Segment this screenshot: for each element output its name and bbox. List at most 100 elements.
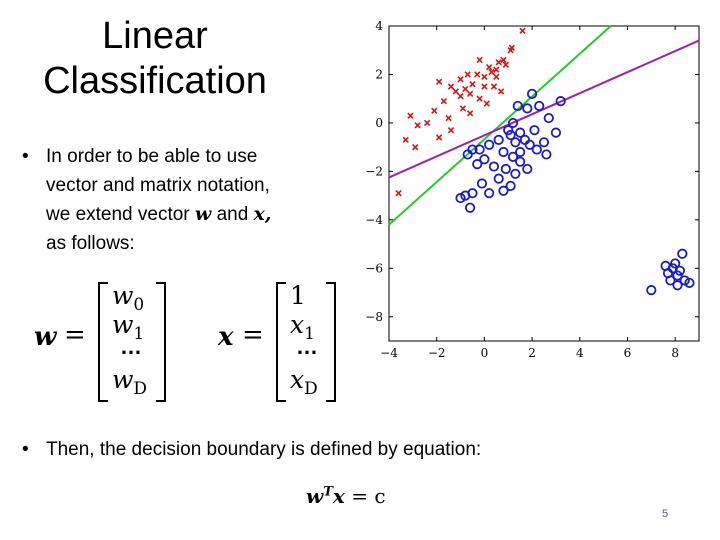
slide-title: Linear Classification xyxy=(30,14,280,104)
red-cross-point xyxy=(476,95,483,102)
red-cross-point xyxy=(407,112,414,119)
blue-circle-point xyxy=(672,270,683,281)
left-bracket-w xyxy=(98,282,108,402)
blue-circle-point xyxy=(498,146,509,158)
red-cross-point xyxy=(483,100,490,107)
eq-w: w xyxy=(306,484,324,508)
bullet1-end-text: as follows: xyxy=(46,233,135,254)
bullet-point-1: • In order to be able to use vector and … xyxy=(22,142,322,258)
red-cross-point xyxy=(508,44,515,51)
red-cross-point xyxy=(459,105,467,112)
blue-circle-point xyxy=(510,137,521,148)
blue-circle-point xyxy=(538,137,550,148)
equals-sign-w: = xyxy=(64,320,86,350)
decision-boundary-equation: wTx = c xyxy=(306,484,386,508)
blue-circle-point xyxy=(510,168,521,179)
red-cross-point xyxy=(476,56,483,64)
red-cross-point xyxy=(445,114,452,122)
x-entry-d: xD xyxy=(290,365,318,399)
red-cross-point xyxy=(519,27,526,35)
purple-decision-line xyxy=(388,39,700,179)
w-ellipsis: … xyxy=(120,334,143,359)
left-bracket-x xyxy=(276,282,286,402)
x-label: x xyxy=(218,322,234,352)
blue-circle-point xyxy=(522,103,533,114)
blue-circle-point xyxy=(498,185,509,196)
blue-circle-point xyxy=(479,154,490,165)
blue-circle-point xyxy=(455,192,466,204)
blue-circle-point xyxy=(500,163,511,175)
red-cross-point xyxy=(481,73,488,81)
title-line-1: Linear xyxy=(102,15,208,57)
right-bracket-w xyxy=(156,282,166,402)
eq-rhs: = c xyxy=(351,484,386,508)
red-cross-point xyxy=(493,73,500,81)
red-cross-point xyxy=(466,90,474,98)
red-cross-point xyxy=(431,107,438,114)
red-cross-point xyxy=(414,122,421,129)
blue-circle-point xyxy=(493,134,504,145)
blue-circle-point xyxy=(484,139,495,150)
red-cross-point xyxy=(395,190,402,197)
blue-circle-point xyxy=(512,100,523,112)
y-tick-label: −8 xyxy=(365,310,383,324)
blue-circle-point xyxy=(526,88,538,99)
and-word: and xyxy=(216,204,249,225)
blue-circle-point xyxy=(505,180,516,192)
blue-circle-point xyxy=(672,280,683,291)
blue-circle-point xyxy=(503,125,514,136)
w-label: w xyxy=(34,322,57,352)
blue-circle-point xyxy=(462,149,473,160)
blue-circle-point xyxy=(515,146,526,158)
bullet2-text: Then, the decision boundary is defined b… xyxy=(46,439,482,460)
red-cross-point xyxy=(440,97,448,105)
red-cross-point xyxy=(457,76,464,83)
y-tick-label: −4 xyxy=(365,213,383,227)
blue-circle-point xyxy=(476,178,488,189)
red-cross-point xyxy=(488,68,495,76)
vector-w-definition: w = w0 w1 … wD xyxy=(34,280,184,402)
y-tick-label: 0 xyxy=(375,116,383,130)
red-cross-point xyxy=(495,59,502,66)
blue-circle-point xyxy=(646,285,657,296)
blue-circle-point xyxy=(670,258,681,269)
page-number: 5 xyxy=(662,508,669,520)
blue-circle-point xyxy=(534,100,545,112)
blue-circle-point xyxy=(531,144,542,155)
x-tick-label: −2 xyxy=(428,346,446,359)
red-cross-point xyxy=(423,119,431,127)
red-cross-point xyxy=(457,93,464,100)
red-cross-point xyxy=(474,71,481,78)
red-cross-point xyxy=(402,136,409,144)
red-cross-point xyxy=(452,88,459,95)
red-cross-point xyxy=(485,64,493,71)
y-tick-label: −6 xyxy=(365,261,383,275)
red-cross-point xyxy=(493,66,500,73)
y-tick-label: −2 xyxy=(365,164,383,178)
red-cross-point xyxy=(481,83,488,90)
eq-transpose: T xyxy=(323,484,333,500)
blue-circle-point xyxy=(515,156,526,167)
right-bracket-x xyxy=(326,282,336,402)
blue-circle-point xyxy=(507,151,519,162)
red-cross-point xyxy=(412,143,419,151)
blue-circle-point xyxy=(684,277,695,288)
bullet-dot-2: • xyxy=(22,439,29,460)
blue-circle-point xyxy=(522,163,533,175)
w-entry-1: w1 xyxy=(112,310,145,344)
x-entry-1: x1 xyxy=(290,310,315,344)
red-cross-point xyxy=(466,110,474,117)
blue-circle-point xyxy=(474,144,485,155)
x-tick-label: 2 xyxy=(528,346,536,359)
blue-circle-point xyxy=(493,173,504,184)
w-entry-d: wD xyxy=(112,365,148,399)
blue-circle-point xyxy=(677,248,688,259)
red-cross-point xyxy=(490,83,498,90)
green-decision-line xyxy=(388,25,612,226)
blue-circle-point xyxy=(488,161,500,172)
x-ellipsis: … xyxy=(296,334,319,359)
y-tick-label: 4 xyxy=(375,19,383,33)
blue-circle-point xyxy=(464,202,476,213)
bullet-point-2: • Then, the decision boundary is defined… xyxy=(22,435,582,464)
blue-circle-point xyxy=(484,188,495,199)
